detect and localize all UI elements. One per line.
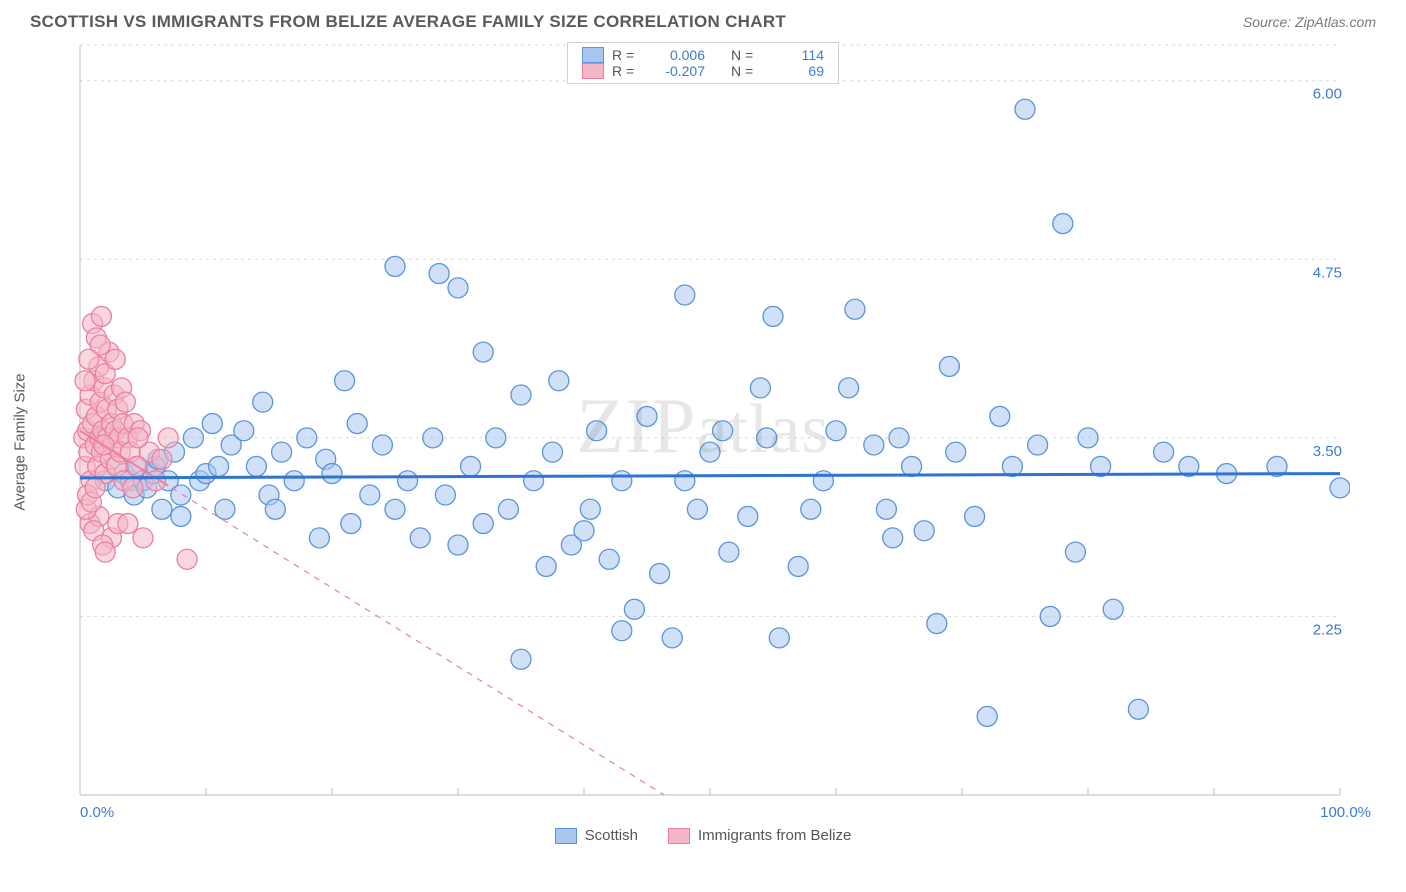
svg-text:2.25: 2.25	[1313, 621, 1342, 638]
n-label: N =	[731, 47, 761, 63]
legend-row-blue: R = 0.006 N = 114	[582, 47, 824, 63]
svg-text:6.00: 6.00	[1313, 86, 1342, 103]
series-legend: Scottish Immigrants from Belize	[30, 827, 1376, 844]
x-max-label: 100.0%	[1320, 804, 1371, 821]
y-axis-label: Average Family Size	[12, 373, 29, 510]
chart-title: SCOTTISH VS IMMIGRANTS FROM BELIZE AVERA…	[30, 12, 786, 32]
legend-item-blue: Scottish	[555, 827, 638, 844]
legend-item-pink: Immigrants from Belize	[668, 827, 851, 844]
r-value-pink: -0.207	[650, 63, 705, 79]
scatter-plot: 2.25 3.50 4.75 6.00	[30, 40, 1350, 800]
source-attribution: Source: ZipAtlas.com	[1243, 14, 1376, 30]
swatch-pink	[668, 828, 690, 844]
x-min-label: 0.0%	[80, 804, 114, 821]
n-value-blue: 114	[769, 47, 824, 63]
n-label: N =	[731, 63, 761, 79]
n-value-pink: 69	[769, 63, 824, 79]
legend-label-pink: Immigrants from Belize	[698, 827, 851, 844]
correlation-legend: R = 0.006 N = 114 R = -0.207 N = 69	[567, 42, 839, 84]
r-label: R =	[612, 63, 642, 79]
legend-label-blue: Scottish	[585, 827, 638, 844]
legend-row-pink: R = -0.207 N = 69	[582, 63, 824, 79]
swatch-pink	[582, 63, 604, 79]
swatch-blue	[582, 47, 604, 63]
r-label: R =	[612, 47, 642, 63]
chart-container: Average Family Size 2.253.504.756.00 ZIP…	[30, 40, 1376, 844]
r-value-blue: 0.006	[650, 47, 705, 63]
x-axis-labels: 0.0% 100.0%	[80, 804, 1376, 821]
svg-text:4.75: 4.75	[1313, 264, 1342, 281]
svg-text:3.50: 3.50	[1313, 443, 1342, 460]
swatch-blue	[555, 828, 577, 844]
